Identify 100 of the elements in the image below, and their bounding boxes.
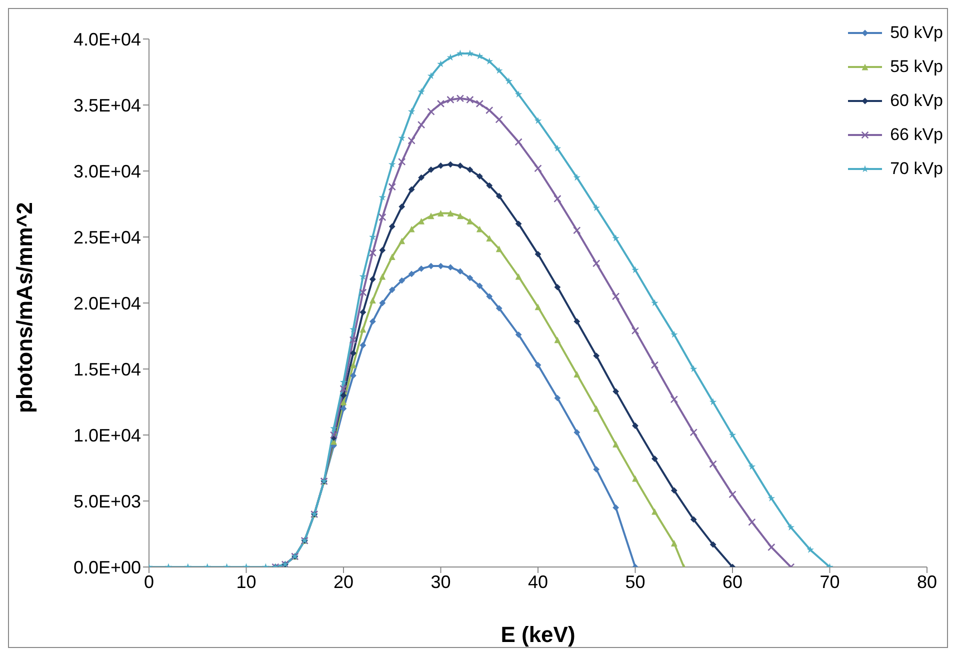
point	[612, 388, 619, 395]
point	[495, 116, 503, 124]
point	[632, 475, 638, 482]
point	[418, 218, 424, 224]
point	[670, 330, 678, 338]
point	[631, 326, 640, 335]
point	[592, 204, 600, 212]
point	[466, 274, 474, 282]
point	[456, 94, 464, 102]
point	[574, 429, 580, 436]
point	[388, 160, 396, 168]
x-tick-label: 0	[144, 572, 154, 592]
point	[573, 174, 581, 181]
point	[418, 88, 425, 95]
point	[554, 336, 561, 344]
legend-label: 60 kVp	[890, 91, 943, 111]
point	[428, 212, 434, 220]
point	[428, 262, 434, 270]
point	[360, 326, 366, 333]
point	[709, 398, 717, 406]
point	[496, 246, 502, 252]
point	[670, 396, 678, 404]
point	[593, 405, 600, 412]
x-tick-label: 50	[625, 572, 646, 592]
point	[388, 286, 396, 293]
point	[466, 50, 474, 57]
point	[787, 524, 794, 531]
point	[476, 226, 483, 232]
legend-label: 70 kVp	[890, 159, 943, 179]
point	[554, 194, 562, 203]
point	[534, 117, 542, 124]
point	[350, 326, 357, 333]
point	[340, 405, 347, 412]
point	[612, 234, 620, 242]
point	[486, 182, 493, 189]
x-tick-label: 20	[333, 572, 354, 592]
point	[437, 60, 444, 68]
point	[574, 371, 580, 378]
point	[806, 546, 814, 553]
point	[438, 210, 444, 216]
point	[398, 238, 406, 244]
point	[651, 299, 658, 306]
point	[593, 352, 600, 359]
point	[457, 162, 464, 169]
point	[330, 431, 338, 439]
point	[709, 460, 717, 468]
point	[466, 166, 474, 173]
point	[340, 384, 348, 393]
point	[379, 300, 386, 306]
point	[534, 164, 542, 172]
point	[690, 365, 698, 372]
point	[514, 138, 522, 146]
point	[486, 293, 493, 300]
point	[652, 508, 658, 515]
point	[574, 318, 580, 325]
y-tick-label: 1.5E+04	[73, 359, 141, 380]
y-tick-label: 3.0E+04	[73, 161, 141, 182]
point	[379, 247, 386, 254]
point	[612, 292, 620, 300]
point	[388, 223, 396, 230]
point	[408, 108, 416, 115]
point	[505, 77, 512, 84]
point	[554, 394, 561, 402]
point	[496, 192, 502, 200]
point	[359, 272, 367, 280]
point	[447, 210, 454, 216]
point	[612, 504, 619, 511]
point	[398, 134, 406, 142]
point	[408, 270, 415, 278]
point	[768, 494, 776, 502]
point	[360, 309, 366, 316]
point	[408, 226, 415, 232]
point	[554, 284, 561, 290]
point	[457, 268, 464, 275]
point	[418, 174, 424, 181]
point	[388, 254, 396, 260]
x-tick-label: 30	[430, 572, 451, 592]
point	[515, 331, 522, 338]
legend-label: 50 kVp	[890, 23, 943, 43]
point	[486, 106, 494, 114]
point	[330, 424, 338, 432]
y-tick-label: 1.0E+04	[73, 425, 141, 446]
point	[495, 66, 503, 74]
point	[398, 277, 406, 284]
point	[436, 100, 445, 108]
point	[378, 194, 386, 201]
y-tick-label: 2.0E+04	[73, 293, 141, 314]
point	[466, 96, 474, 104]
point	[573, 226, 581, 234]
point	[349, 336, 358, 344]
point	[340, 392, 347, 399]
point	[476, 282, 483, 290]
point	[466, 218, 474, 224]
point	[670, 540, 678, 546]
point	[379, 273, 386, 280]
point	[652, 456, 658, 462]
point	[427, 108, 435, 116]
x-tick-label: 70	[820, 572, 840, 592]
x-tick-label: 10	[236, 572, 256, 592]
point	[476, 52, 484, 60]
